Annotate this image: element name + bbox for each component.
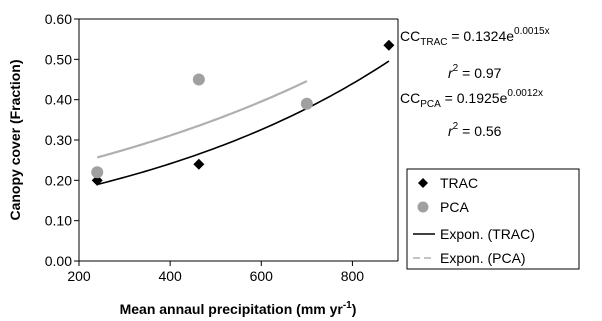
y-tick-label: 0.60 — [45, 11, 72, 27]
y-tick-label: 0.00 — [45, 253, 72, 269]
legend-pca-label: PCA — [440, 199, 469, 215]
r-squared-trac: r2 = 0.97 — [448, 63, 502, 81]
trendline-pca — [96, 80, 308, 159]
legend-trac-label: TRAC — [440, 175, 478, 191]
equation-trac-mid: = 0.1324e — [447, 28, 514, 44]
r-squared-trac-pre: r — [448, 65, 454, 81]
r-squared-pca-sup: 2 — [453, 121, 459, 132]
equation-pca-sup: 0.0012x — [507, 88, 543, 99]
x-axis-title: Mean annaul precipitation (mm yr-1) — [120, 300, 357, 317]
data-point-pca — [91, 166, 104, 179]
r-squared-trac-sup: 2 — [453, 63, 459, 74]
r-squared-trac-val: = 0.97 — [458, 65, 501, 81]
y-tick-label: 0.40 — [45, 92, 72, 108]
equation-trac: CCTRAC = 0.1324e0.0015x — [400, 26, 550, 48]
equation-pca-mid: = 0.1925e — [441, 90, 508, 106]
x-tick-label: 400 — [158, 268, 182, 284]
legend-trac-marker — [418, 178, 428, 188]
data-point-pca — [192, 73, 205, 86]
x-tick-label: 800 — [341, 268, 365, 284]
y-tick-label: 0.10 — [45, 213, 72, 229]
r-squared-pca-pre: r — [448, 123, 454, 139]
x-ticks: 200 400 600 800 — [67, 261, 364, 284]
x-axis-title-end: ) — [352, 301, 357, 317]
equation-pca-sub: PCA — [420, 99, 441, 110]
equation-annotations: CCTRAC = 0.1324e0.0015x r2 = 0.97 CCPCA … — [400, 26, 550, 139]
y-tick-label: 0.30 — [45, 132, 72, 148]
data-point-trac — [193, 158, 205, 170]
trendlines — [96, 60, 390, 186]
data-points — [91, 39, 395, 186]
x-axis-title-main: Mean annaul precipitation (mm yr — [120, 301, 344, 317]
y-tick-label: 0.50 — [45, 51, 72, 67]
r-squared-pca-val: = 0.56 — [458, 123, 501, 139]
legend: TRAC PCA Expon. (TRAC) Expon. (PCA) — [406, 168, 580, 270]
legend-pca-marker — [417, 201, 429, 213]
legend-pca-trendline-label: Expon. (PCA) — [440, 250, 526, 266]
equation-trac-pre: CC — [400, 28, 420, 44]
x-axis-title-sup: -1 — [343, 300, 352, 311]
legend-trac-trendline-label: Expon. (TRAC) — [440, 226, 535, 242]
r-squared-pca: r2 = 0.56 — [448, 121, 502, 139]
equation-pca-pre: CC — [400, 90, 420, 106]
equation-trac-sub: TRAC — [420, 37, 447, 48]
trendline-trac — [97, 60, 390, 186]
data-point-pca — [300, 97, 313, 110]
legend-box — [406, 168, 580, 270]
y-axis-title: Canopy cover (Fraction) — [7, 59, 23, 220]
y-tick-label: 0.20 — [45, 172, 72, 188]
x-tick-label: 600 — [250, 268, 274, 284]
equation-pca: CCPCA = 0.1925e0.0012x — [400, 88, 543, 110]
x-tick-label: 200 — [67, 268, 91, 284]
data-point-trac — [383, 39, 395, 51]
equation-trac-sup: 0.0015x — [514, 26, 550, 37]
y-ticks: 0.00 0.10 0.20 0.30 0.40 0.50 0.60 — [45, 11, 79, 269]
